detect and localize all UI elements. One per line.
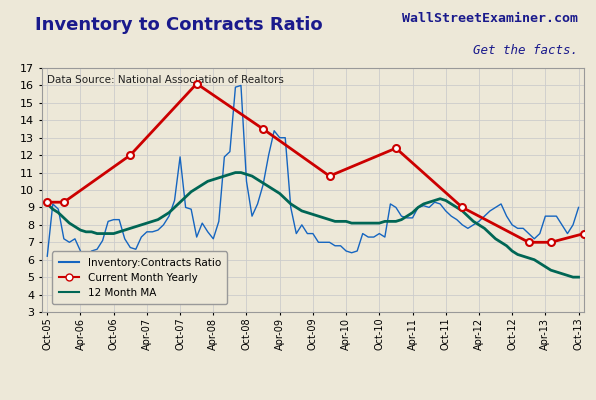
Text: Get the facts.: Get the facts. [473,44,578,57]
Text: WallStreetExaminer.com: WallStreetExaminer.com [402,12,578,25]
Text: Data Source: National Association of Realtors: Data Source: National Association of Rea… [47,75,284,85]
Legend: Inventory:Contracts Ratio, Current Month Yearly, 12 Month MA: Inventory:Contracts Ratio, Current Month… [52,252,227,304]
Text: Inventory to Contracts Ratio: Inventory to Contracts Ratio [35,16,322,34]
